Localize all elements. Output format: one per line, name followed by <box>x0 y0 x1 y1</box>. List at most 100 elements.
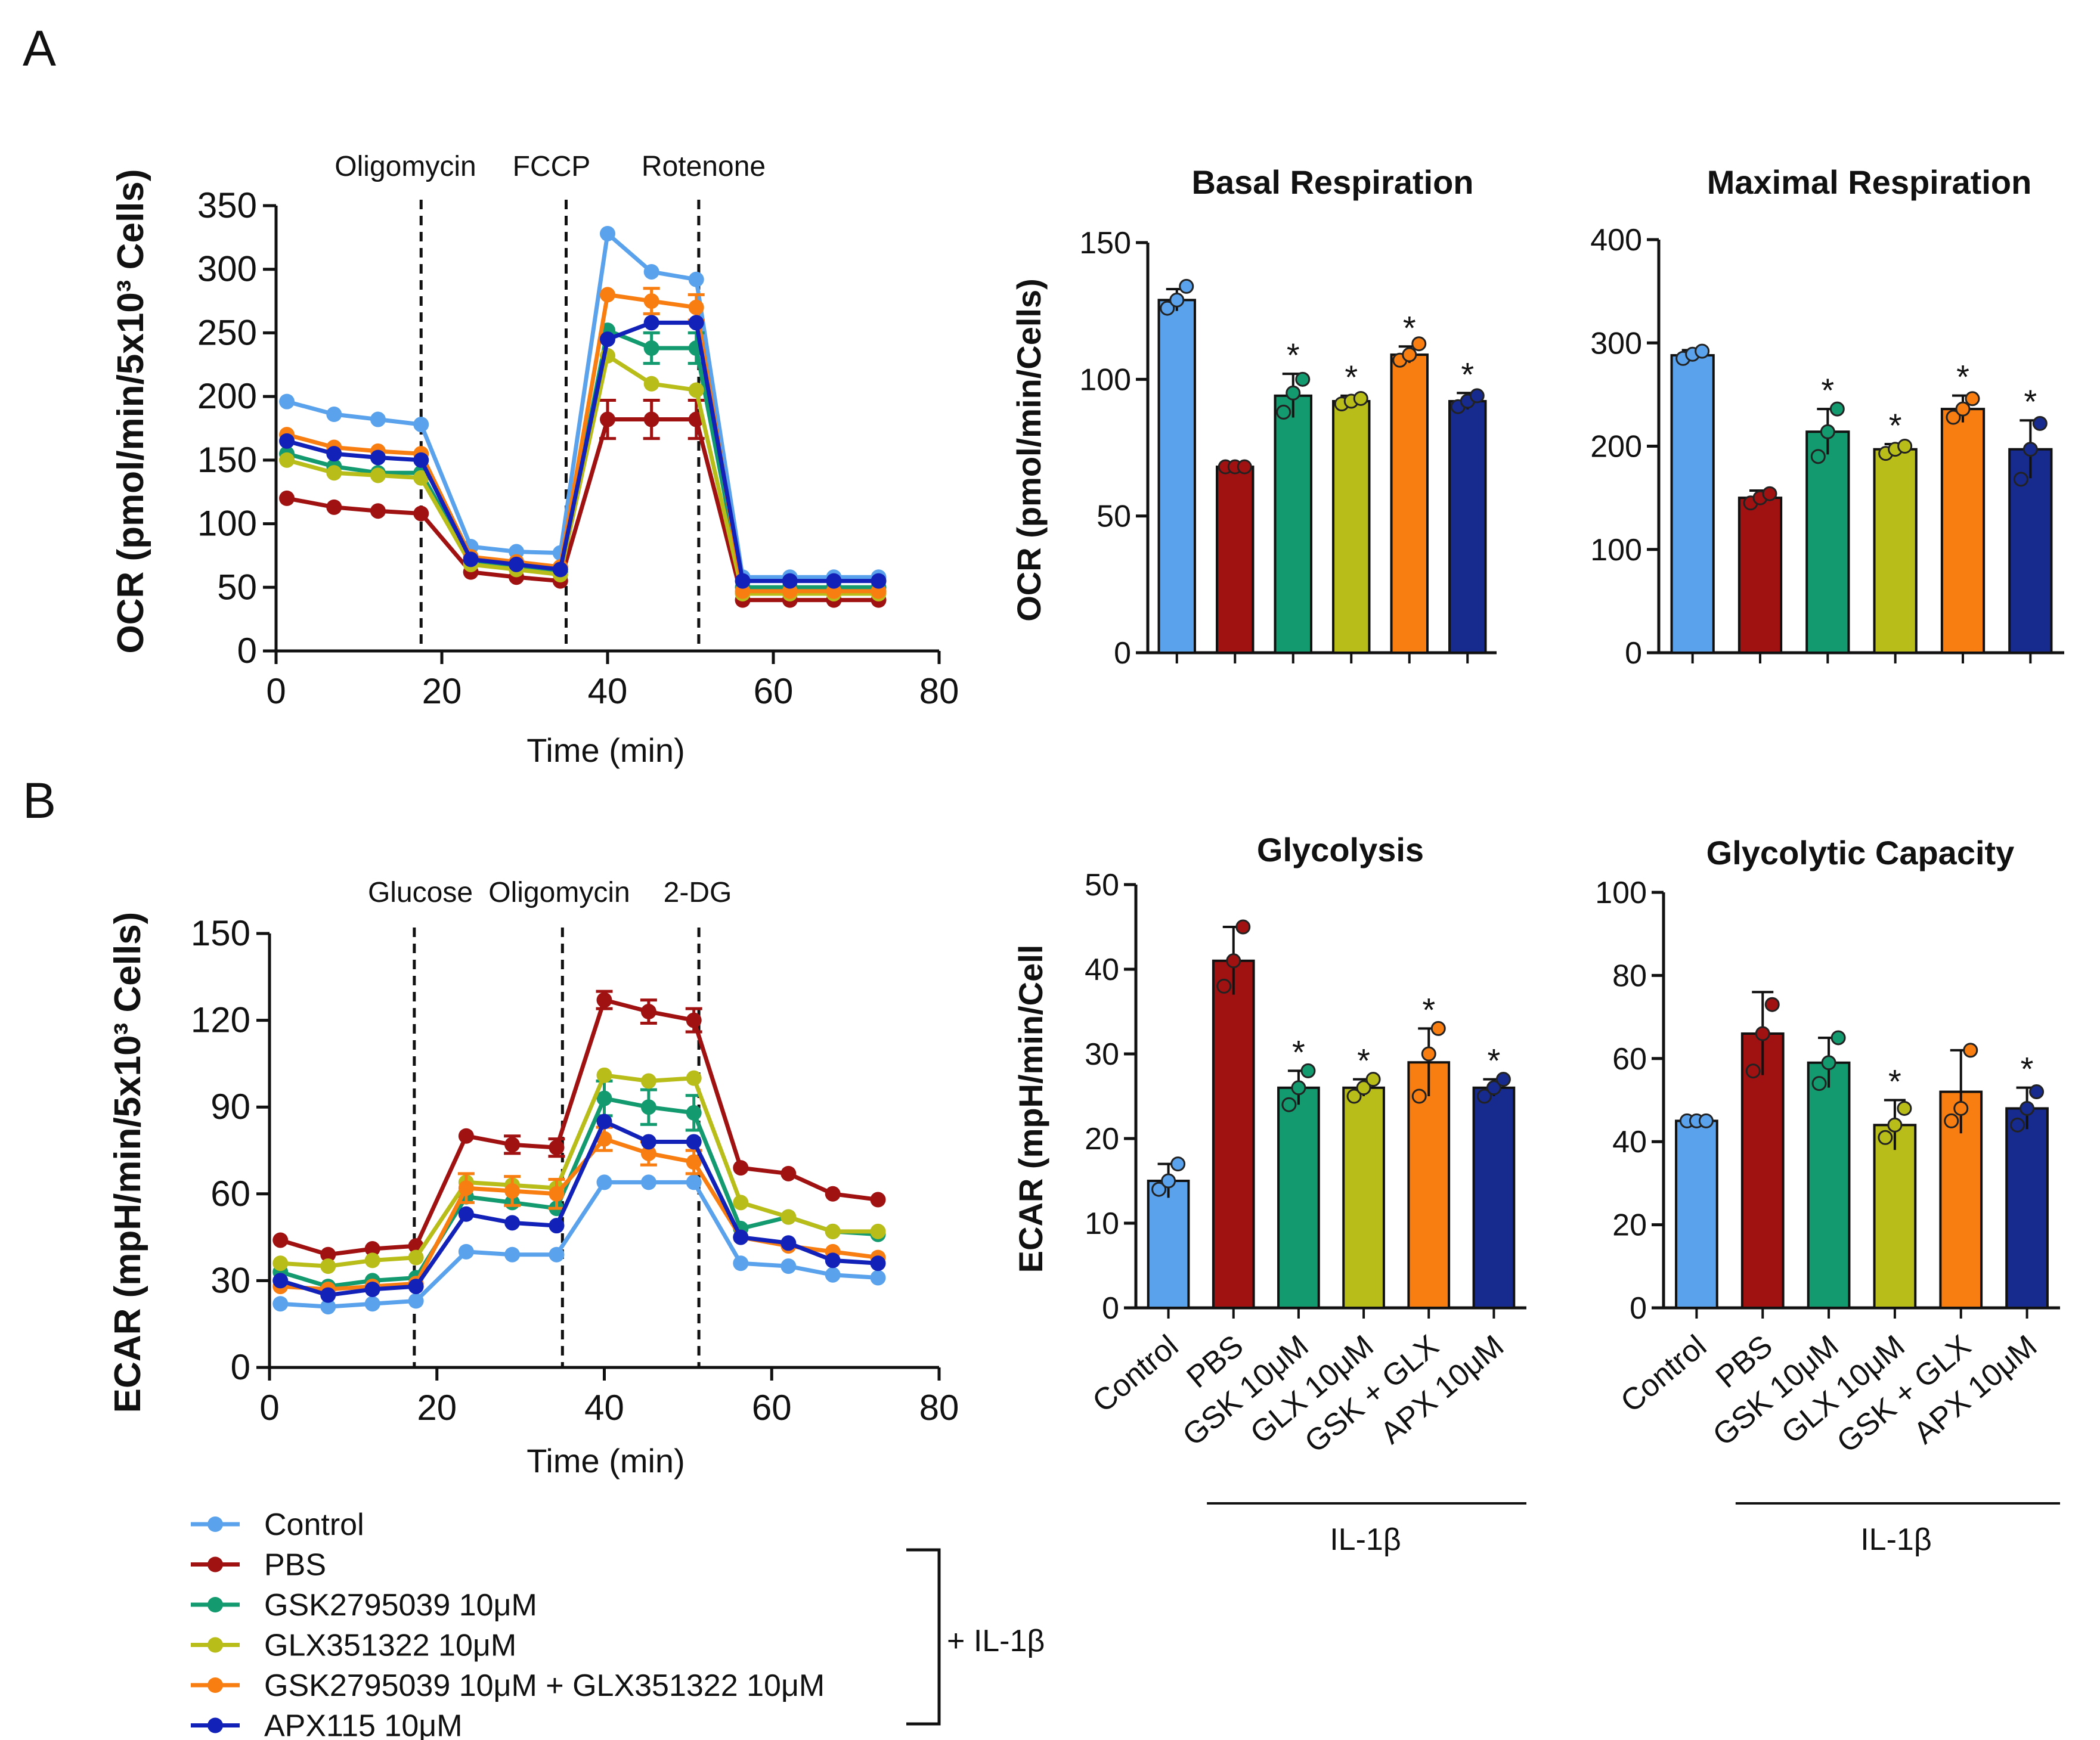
ecar_time-data-point-Control <box>596 1174 612 1190</box>
glycolytic_capacity-replicate-point <box>1830 1030 1846 1046</box>
glycolysis-replicate-point <box>1151 1181 1167 1197</box>
glycolysis-bar-PBS <box>1212 959 1255 1310</box>
basal-significance-star: * <box>1287 336 1300 374</box>
glycolysis-ytick-label: 40 <box>1085 953 1119 987</box>
legend-marker-GSKGLX <box>207 1677 223 1693</box>
maximal-bar-GSK <box>1805 430 1850 654</box>
ocr_time-data-point-Control <box>600 225 615 241</box>
maximal-ytick-label: 100 <box>1590 533 1642 567</box>
ecar_time-ytick-label: 120 <box>191 1000 250 1040</box>
glycolysis-replicate-point <box>1235 919 1251 935</box>
glycolytic_capacity-replicate-point <box>1953 1100 1969 1116</box>
maximal-ytick-label: 400 <box>1590 223 1642 258</box>
basal-replicate-point <box>1169 292 1185 308</box>
ecar_time-data-point-Control <box>733 1255 749 1271</box>
basal-ylabel: OCR (pmol/min/Cells) <box>1010 278 1048 622</box>
maximal-replicate-point <box>1810 449 1826 464</box>
glycolytic_capacity-replicate-point <box>1764 997 1780 1012</box>
ecar_time-data-point-GSKGLX <box>640 1145 656 1161</box>
ecar-time-course-chart: ECAR (mpH/min/5x10³ Cells) Time (min) 0 3… <box>107 877 959 1480</box>
panel-label-a: A <box>23 20 56 76</box>
ecar_time-data-point-Control <box>870 1270 886 1286</box>
glycolytic_capacity-replicate-point <box>1745 1063 1761 1079</box>
glycolytic_capacity-bar-APXbar <box>2005 1107 2049 1309</box>
legend-marker-PBS <box>207 1556 223 1572</box>
ecar_time-data-point-PBS <box>504 1137 521 1153</box>
glycolysis-replicate-point <box>1356 1080 1371 1096</box>
ocr_time-data-point-Control <box>413 417 429 433</box>
ecar_time-data-point-GLX <box>733 1195 749 1211</box>
glycolysis-replicate-point <box>1216 978 1232 994</box>
ecar_time-data-point-GLX <box>320 1258 336 1274</box>
basal-replicate-point <box>1276 404 1291 420</box>
ecar_time-data-point-APX <box>640 1134 656 1150</box>
ecar_time-data-point-GSK <box>596 1090 612 1106</box>
ocr_time-data-point-Control <box>370 411 386 427</box>
ecar_time-data-point-GLX <box>825 1223 841 1239</box>
glycolysis-ytick-label: 0 <box>1102 1291 1119 1326</box>
ecar_time-data-point-Control <box>780 1258 797 1274</box>
ocr_time-data-point-Control <box>688 271 704 287</box>
ecar_time-injection-label: Glucose <box>368 877 473 908</box>
glycolysis-replicate-point <box>1291 1080 1306 1096</box>
maximal-title: Maximal Respiration <box>1707 163 2032 201</box>
maximal-ytick-label: 300 <box>1590 326 1642 361</box>
glycolysis-replicate-point <box>1421 1046 1436 1062</box>
ecar_time-xtick-label: 60 <box>752 1388 792 1428</box>
ocr_time-data-point-APX <box>600 331 615 348</box>
ocr_time-xtick-label: 80 <box>919 671 959 711</box>
ocr_time-series-line-Control <box>286 231 879 579</box>
ecar_time-data-point-Control <box>825 1267 841 1283</box>
legend-marker-Control <box>207 1516 223 1532</box>
glycolytic_capacity-replicate-point <box>1963 1043 1978 1058</box>
ocr_time-data-point-APX <box>735 573 751 589</box>
basal-ytick-label: 100 <box>1079 362 1131 397</box>
glycolysis-significance-star: * <box>1357 1042 1370 1080</box>
glycolytic_capacity-bar-GLX <box>1873 1124 1917 1309</box>
glycolysis-significance-star: * <box>1292 1033 1305 1071</box>
glycolytic_capacity-replicate-point <box>1698 1113 1714 1128</box>
maximal-replicate-point <box>2013 472 2028 487</box>
ocr_time-data-point-APX <box>871 573 887 589</box>
ocr_time-xtick-label: 20 <box>422 671 462 711</box>
glycolytic_capacity-ytick-label: 20 <box>1612 1208 1647 1243</box>
legend-item-Control: Control <box>264 1508 364 1542</box>
legend-bracket <box>906 1548 941 1726</box>
ocr_time-ytick-label: 200 <box>197 376 257 416</box>
ecar_time-injection-label: 2-DG <box>664 877 732 908</box>
glycolysis-replicate-point <box>1170 1156 1186 1172</box>
ecar_time-data-point-APX <box>686 1134 702 1150</box>
legend-item-PBS: PBS <box>264 1548 326 1583</box>
ocr_time-injection-label: FCCP <box>513 151 591 182</box>
ocr_time-ytick-label: 100 <box>197 504 257 544</box>
ocr_time-data-point-GSK <box>643 340 659 356</box>
ecar_time-data-point-GSK <box>686 1105 702 1121</box>
ocr_time-ytick-label: 50 <box>217 567 257 607</box>
basal-significance-star: * <box>1461 355 1474 393</box>
ecar_time-ytick-label: 60 <box>210 1174 250 1214</box>
ecar_time-ytick-label: 0 <box>231 1347 250 1387</box>
glycolytic_capacity-replicate-point <box>1755 1026 1770 1041</box>
glycolytic_capacity-replicate-point <box>1811 1076 1827 1091</box>
glycolytic_capacity-replicate-point <box>1821 1055 1836 1071</box>
ocr_time-ytick-label: 350 <box>197 185 257 225</box>
ecar_time-data-point-APX <box>408 1279 424 1295</box>
glycolysis-replicate-point <box>1346 1088 1362 1104</box>
basal-replicate-point <box>1411 336 1427 352</box>
glycolysis-replicate-point <box>1226 953 1241 969</box>
basal-significance-star: * <box>1403 309 1416 346</box>
ocr_time-data-point-APX <box>826 573 842 589</box>
ecar_time-data-point-GLX <box>272 1255 289 1271</box>
glycolysis-ytick-label: 20 <box>1085 1122 1119 1156</box>
glycolytic_capacity-significance-star: * <box>2021 1050 2034 1088</box>
ocr_time-data-point-APX <box>326 446 342 462</box>
glycolysis-significance-star: * <box>1488 1042 1501 1080</box>
legend-item-APX: APX115 10μM <box>264 1709 463 1740</box>
glycolysis-title: Glycolysis <box>1257 831 1424 869</box>
ocr_time-data-point-PBS <box>279 490 295 506</box>
maximal-ytick-label: 0 <box>1625 636 1642 671</box>
ecar_time-data-point-GLX <box>364 1252 380 1268</box>
basal-bar-PBS <box>1216 466 1255 655</box>
maximal-significance-star: * <box>1889 407 1902 444</box>
basal-bar-Control <box>1157 299 1196 654</box>
